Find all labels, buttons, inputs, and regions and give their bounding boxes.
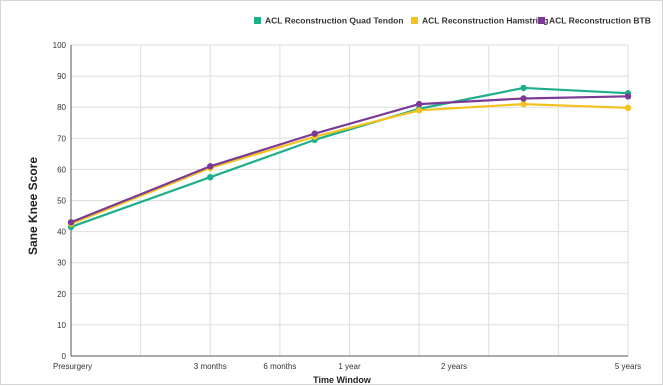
series-line — [70, 102, 629, 225]
x-tick-label: Presurgery — [53, 362, 92, 371]
grid — [71, 44, 629, 356]
legend-label: ACL Reconstruction Hamstring — [422, 16, 548, 26]
y-tick-label: 10 — [57, 321, 66, 330]
x-tick-label: 2 years — [441, 362, 467, 371]
series-line — [70, 95, 629, 224]
data-point — [415, 100, 423, 108]
y-tick-label: 60 — [57, 165, 66, 174]
y-axis-title: Sane Knee Score — [26, 157, 40, 255]
data-point — [520, 95, 527, 102]
legend-label: ACL Reconstruction Quad Tendon — [265, 16, 404, 26]
data-point — [624, 104, 632, 112]
legend-label: ACL Reconstruction BTB — [549, 16, 651, 26]
y-tick-label: 30 — [57, 259, 66, 268]
axes: 0 10 20 30 40 50 60 70 80 90 100 Presurgery 3 months… — [53, 41, 641, 371]
data-point — [520, 84, 527, 92]
series-lines — [67, 84, 632, 231]
y-tick-label: 100 — [53, 41, 67, 50]
legend-swatch — [538, 17, 545, 24]
data-point — [67, 219, 75, 226]
y-tick-label: 40 — [57, 228, 66, 237]
x-tick-label: 1 year — [338, 362, 361, 371]
data-point — [207, 163, 214, 170]
data-point — [311, 130, 318, 137]
legend-swatch — [254, 17, 261, 24]
data-point — [624, 93, 632, 100]
legend: ACL Reconstruction Quad Tendon ACL Recons… — [254, 16, 651, 26]
y-tick-label: 0 — [62, 352, 67, 361]
y-tick-label: 90 — [57, 72, 66, 81]
y-tick-label: 50 — [57, 197, 66, 206]
data-point — [520, 100, 527, 108]
x-tick-label: 5 years — [615, 362, 641, 371]
x-axis-title: Time Window — [313, 375, 372, 385]
data-point — [207, 173, 214, 181]
data-point — [415, 107, 423, 114]
y-tick-label: 20 — [57, 290, 66, 299]
legend-swatch — [411, 17, 418, 24]
y-tick-label: 70 — [57, 134, 66, 143]
y-tick-label: 80 — [57, 103, 66, 112]
x-tick-label: 3 months — [194, 362, 227, 371]
x-tick-label: 6 months — [263, 362, 296, 371]
